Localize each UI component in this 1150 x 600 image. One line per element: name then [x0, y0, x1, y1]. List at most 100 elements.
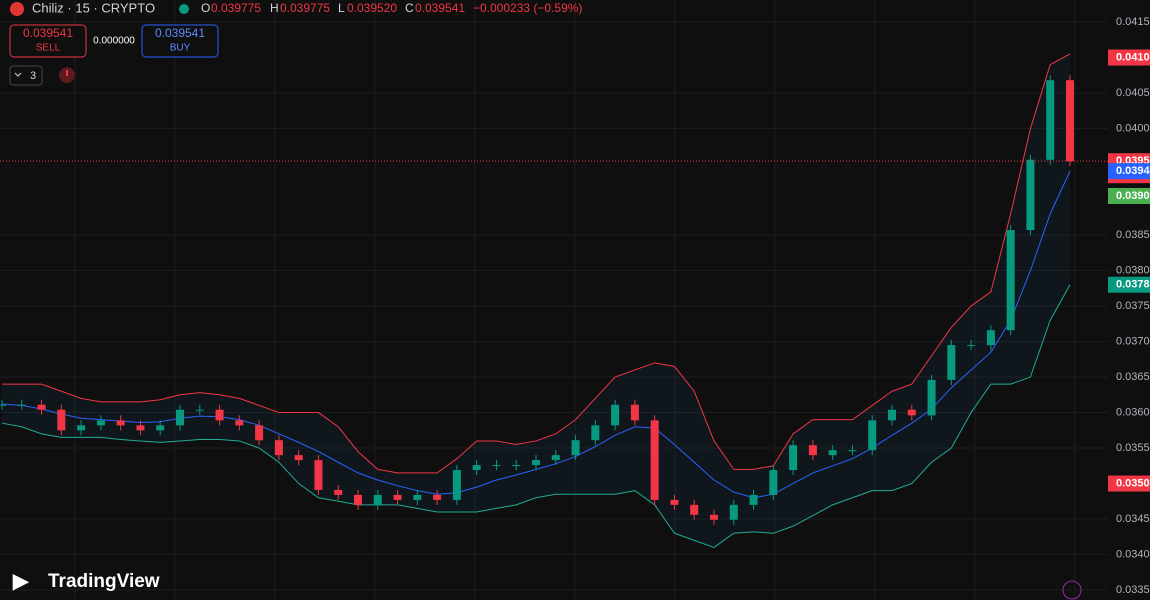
- price-label: 0.0394: [1116, 165, 1150, 177]
- logo: TradingView: [48, 571, 160, 592]
- y-tick-label: 0.0370: [1116, 335, 1150, 347]
- price-label-bg: [1108, 276, 1150, 293]
- candle: [17, 404, 26, 406]
- candle: [769, 470, 778, 495]
- candle: [690, 504, 699, 515]
- price-label: 0.0410: [1116, 51, 1150, 63]
- y-tick-label: 0.0375: [1116, 300, 1150, 312]
- y-tick-label: 0.0405: [1116, 87, 1150, 99]
- ohlc-value: 0.039541: [415, 1, 465, 15]
- price-label: 0.0378: [1116, 279, 1150, 291]
- candle: [334, 489, 343, 495]
- candle: [452, 470, 461, 500]
- candle: [868, 420, 877, 451]
- ohlc-label: C: [405, 1, 414, 15]
- axis-bg: [1108, 0, 1150, 600]
- candle: [789, 445, 798, 471]
- candle: [927, 379, 936, 416]
- buy-button[interactable]: 0.039541 BUY: [141, 24, 219, 58]
- candle: [0, 404, 6, 406]
- candle: [116, 420, 125, 426]
- price-label: 0.0350: [1116, 477, 1150, 489]
- candle: [532, 460, 540, 466]
- candle: [947, 345, 956, 380]
- candle: [729, 504, 738, 520]
- price-label-bg: [1108, 49, 1150, 66]
- candle: [314, 460, 323, 490]
- candle: [512, 465, 521, 467]
- candle: [888, 409, 896, 421]
- spread: 0.000000: [93, 36, 135, 47]
- ohlc-label: O: [201, 1, 210, 15]
- price-label-bg: [1108, 187, 1150, 204]
- status-dot: [179, 4, 189, 14]
- y-tick-label: 0.0415: [1116, 16, 1150, 28]
- candle: [96, 420, 105, 426]
- y-tick-label: 0.0360: [1116, 406, 1150, 418]
- candle: [37, 404, 46, 410]
- candle: [828, 450, 837, 456]
- y-tick-label: 0.0335: [1116, 584, 1150, 596]
- change: −0.000233 (−0.59%): [473, 1, 582, 15]
- candle: [848, 450, 857, 452]
- y-tick-label: 0.0340: [1116, 548, 1150, 560]
- sell-price: 0.039541: [23, 26, 73, 40]
- candle: [551, 455, 560, 461]
- ohlc-value: 0.039775: [211, 1, 261, 15]
- y-tick-label: 0.0380: [1116, 264, 1150, 276]
- buy-price: 0.039541: [155, 26, 205, 40]
- candle: [235, 420, 244, 426]
- candle: [156, 425, 165, 431]
- ohlc-label: L: [338, 1, 345, 15]
- symbol-icon: [10, 2, 24, 16]
- sell-label: SELL: [36, 43, 61, 54]
- symbol: Chiliz · 15 · CRYPTO: [32, 0, 155, 15]
- candle: [630, 404, 639, 421]
- indicators-toggle[interactable]: 3: [9, 65, 43, 86]
- price-axis: 0.0415 0.0405 0.0400 0.0385 0.0380 0.0375 0.03…: [1108, 0, 1150, 600]
- candle: [413, 494, 422, 500]
- candle: [57, 409, 66, 431]
- candle: [1046, 80, 1055, 160]
- indicators-count: 3: [30, 70, 36, 82]
- logo-mark: ▶: [12, 570, 30, 592]
- candle: [967, 345, 976, 347]
- y-tick-label: 0.0385: [1116, 229, 1150, 241]
- y-tick-label: 0.0365: [1116, 371, 1150, 383]
- candle: [591, 425, 600, 441]
- candle: [1026, 159, 1035, 231]
- candle: [571, 440, 580, 456]
- ohlc-value: 0.039520: [347, 1, 397, 15]
- ohlc-label: H: [270, 1, 279, 15]
- price-label: 0.0390: [1116, 190, 1150, 202]
- candle: [433, 494, 442, 500]
- plot: [0, 53, 1108, 549]
- warning-mark: [66, 70, 68, 76]
- candle: [749, 494, 758, 505]
- candle: [808, 445, 817, 456]
- indicator-line: [1, 284, 1071, 549]
- indicator-line: [2, 53, 1071, 474]
- y-tick-label: 0.0400: [1116, 122, 1150, 134]
- y-tick-label: 0.0345: [1116, 513, 1150, 525]
- candle: [492, 465, 501, 467]
- candle: [650, 420, 659, 500]
- ohlc-value: 0.039775: [280, 1, 330, 15]
- candle: [710, 514, 718, 520]
- candle: [373, 494, 382, 505]
- candle: [176, 409, 184, 426]
- candle: [1066, 80, 1074, 162]
- candle: [354, 494, 362, 505]
- candle: [255, 425, 264, 441]
- price-label-bg: [1108, 163, 1150, 180]
- candle: [274, 440, 283, 456]
- alert-icon[interactable]: [1062, 580, 1082, 600]
- sell-button[interactable]: 0.039541 SELL: [9, 24, 87, 58]
- candle: [472, 465, 481, 471]
- candle: [1006, 230, 1015, 331]
- vertical-grid: [0, 0, 1108, 600]
- buy-label: BUY: [170, 43, 191, 54]
- candle: [215, 409, 224, 421]
- candle: [136, 425, 145, 431]
